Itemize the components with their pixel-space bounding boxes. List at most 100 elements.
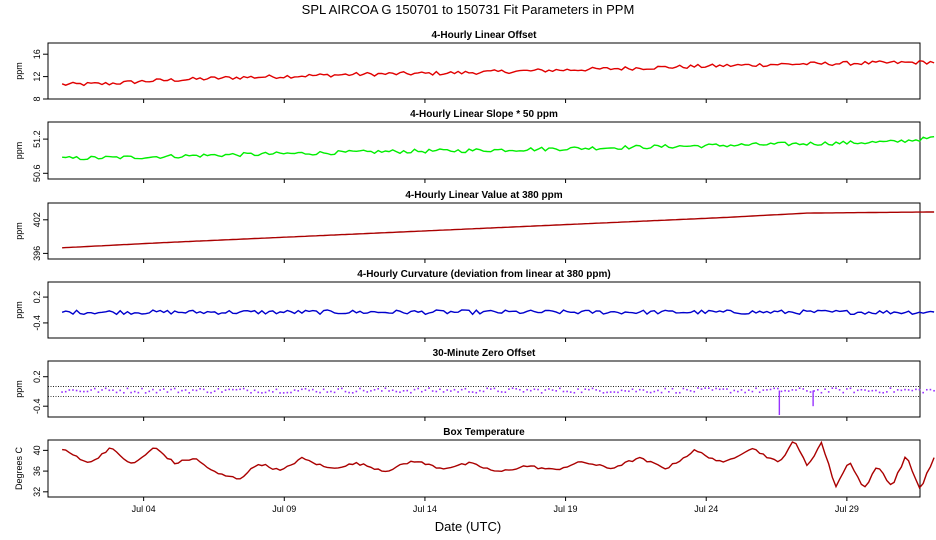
data-point [133,390,136,393]
data-point [602,392,605,394]
data-point [704,387,706,389]
data-point [333,391,336,394]
y-tick-label: 36 [32,466,42,476]
data-point [755,387,757,390]
data-point [384,387,387,390]
data-point [842,391,845,394]
data-point [689,390,692,392]
data-point [348,391,350,394]
data-point [769,388,772,391]
panel-2: 4-Hourly Linear Slope * 50 ppm ppm 50.6 51.… [14,109,935,183]
data-point [162,388,165,390]
data-point [417,387,419,390]
data-point [544,389,547,391]
data-point [366,391,369,393]
data-point [64,390,67,393]
panel-frame [47,121,921,180]
series-line [62,211,935,249]
data-point [577,388,579,390]
data-point [308,389,310,392]
data-point [522,391,525,393]
y-axis-label: Degrees C [14,446,24,490]
figure-title: SPL AIRCOA G 150701 to 150731 Fit Parame… [302,2,635,17]
data-point [551,389,554,391]
data-point [740,389,743,391]
data-point [399,391,401,394]
data-point [526,388,528,391]
data-point [155,391,158,394]
panel-title: 4-Hourly Linear Value at 380 ppm [405,190,562,201]
data-point [319,391,321,394]
data-point [562,390,565,393]
data-point [678,391,681,394]
data-point [173,387,176,390]
y-tick-label: 8 [32,96,42,101]
data-point [737,390,739,393]
data-point [148,390,151,393]
data-point [97,391,100,393]
data-point [682,387,685,390]
data-point [192,389,194,391]
data-point [555,390,557,392]
data-point [130,391,132,394]
data-point [569,391,572,393]
data-point [206,391,209,394]
data-point [79,390,82,393]
y-tick-label: 50.6 [32,165,42,183]
data-point [428,387,430,389]
data-point [301,388,303,391]
data-point [213,390,216,393]
data-point [239,388,241,391]
y-tick-label: -0.4 [32,398,42,414]
data-point [929,388,932,391]
data-point [915,388,917,391]
data-point [410,391,412,394]
data-point [115,391,118,394]
data-point [697,387,699,389]
data-point [591,387,594,390]
data-point [271,391,274,393]
data-point [493,387,496,390]
data-point [351,392,354,394]
data-point [628,390,630,393]
data-point [813,390,815,392]
data-point [791,389,794,391]
y-tick-label: 40 [32,445,42,455]
data-point [377,387,379,390]
data-point [886,391,888,393]
data-point [250,391,252,394]
data-point [482,390,485,393]
data-point [588,388,590,391]
data-point [566,390,568,393]
data-point [344,390,347,393]
data-point [638,388,641,391]
data-point [660,391,663,394]
panel-frame [47,42,921,100]
data-point [460,388,463,391]
data-point [766,389,768,391]
data-point [806,390,808,392]
data-point [933,389,935,392]
data-point [217,387,220,390]
data-point [439,388,441,391]
data-point [620,389,623,392]
data-point [860,388,863,391]
data-point [457,391,459,393]
panel-4: 4-Hourly Curvature (deviation from linea… [14,269,935,342]
panel-frame [47,281,921,339]
data-point [907,389,910,391]
panel-3: 4-Hourly Linear Value at 380 ppm ppm 396 40… [14,190,935,263]
data-point [780,390,783,393]
data-point [184,389,187,391]
data-point [711,389,714,391]
data-point [729,391,732,394]
data-point [864,389,866,391]
panel-5: 30-Minute Zero Offset ppm -0.4 0.2 [14,348,935,421]
data-point [188,392,191,394]
data-point [835,387,837,390]
data-point [889,387,892,389]
data-point [391,389,394,392]
data-point [431,390,434,392]
data-point [609,391,612,393]
data-point [519,388,521,391]
